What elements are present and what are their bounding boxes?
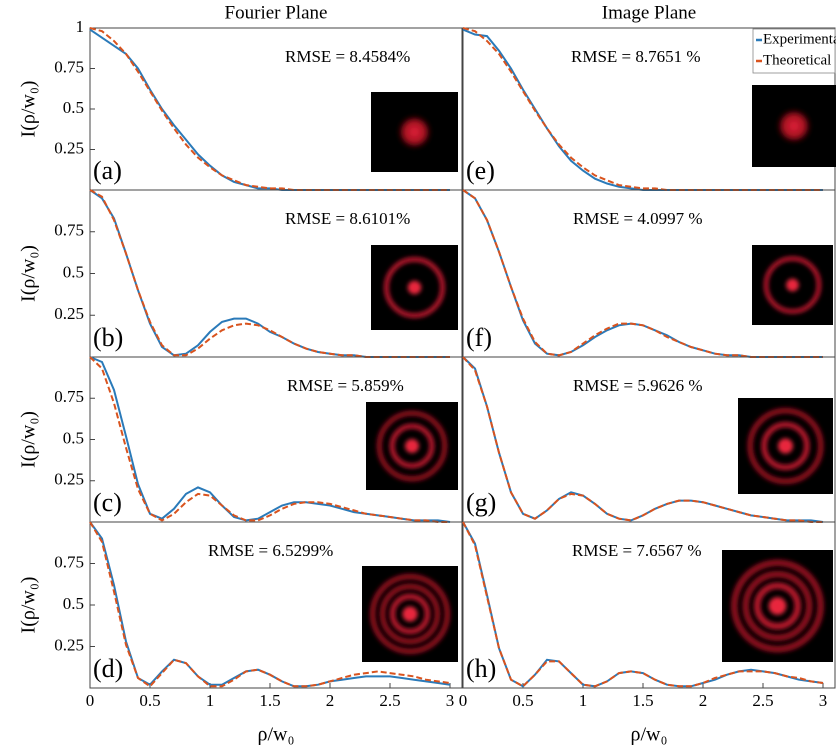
rmse-annotation: RMSE = 5.9626 % <box>573 376 703 395</box>
beam-image <box>362 566 458 662</box>
y-tick-label: 1 <box>76 17 85 36</box>
panel-label: (d) <box>93 654 123 683</box>
x-axis-label: ρ/w₀ <box>258 724 295 746</box>
beam-image <box>722 550 833 662</box>
rmse-annotation: RMSE = 8.6101% <box>285 209 410 228</box>
y-axis-label: I(ρ/w₀) <box>18 577 40 634</box>
plot-frame <box>462 521 836 689</box>
y-tick-label: 0.5 <box>63 428 84 447</box>
panel-title: Image Plane <box>602 2 696 23</box>
rmse-annotation: RMSE = 8.4584% <box>285 47 410 66</box>
x-tick-label: 1.5 <box>632 691 653 710</box>
x-tick-label: 0.5 <box>139 691 160 710</box>
x-tick-label: 3 <box>446 691 455 710</box>
x-tick-label: 0.5 <box>512 691 533 710</box>
y-tick-label: 0.75 <box>54 221 84 240</box>
y-tick-label: 0.5 <box>63 594 84 613</box>
beam-ring <box>747 407 824 485</box>
beam-image <box>371 92 458 172</box>
beam-image <box>738 398 833 494</box>
series-line <box>89 521 451 688</box>
series-line <box>89 356 450 523</box>
x-axis-label: ρ/w₀ <box>631 724 668 746</box>
beam-ring <box>369 573 451 655</box>
y-tick-label: 0.25 <box>54 138 84 157</box>
x-tick-label: 1.5 <box>259 691 280 710</box>
y-tick-label: 0.75 <box>54 57 84 76</box>
beam-image <box>752 245 833 325</box>
rmse-annotation: RMSE = 4.0997 % <box>573 209 703 228</box>
beam-core <box>777 438 794 454</box>
y-axis-label: I(ρ/w₀) <box>18 411 40 468</box>
y-tick-label: 0.25 <box>54 304 84 323</box>
legend-label: Theoretical <box>763 52 831 68</box>
panel-label: (c) <box>93 488 122 517</box>
beam-image <box>366 402 458 490</box>
beam-ring <box>389 423 435 469</box>
beam-core <box>402 606 418 622</box>
beam-image <box>371 245 458 330</box>
beam-ring <box>376 410 448 482</box>
series-line <box>462 521 824 688</box>
y-tick-label: 0.25 <box>54 470 84 489</box>
panel-label: (f) <box>466 323 492 352</box>
rmse-annotation: RMSE = 5.859% <box>287 376 404 395</box>
panel-label: (b) <box>93 323 123 352</box>
beam-ring <box>383 256 446 319</box>
panel-label: (e) <box>466 156 495 185</box>
y-tick-label: 0.5 <box>63 98 84 117</box>
y-axis-label: I(ρ/w₀) <box>18 245 40 302</box>
beam-core <box>786 278 799 292</box>
legend-box <box>752 28 836 74</box>
x-tick-label: 1 <box>206 691 215 710</box>
beam-ring <box>731 559 824 653</box>
beam-ring <box>753 582 802 630</box>
panel-label: (h) <box>466 654 496 683</box>
series-line <box>89 189 450 358</box>
y-tick-label: 0.5 <box>63 262 84 281</box>
beam-image <box>752 85 836 167</box>
x-tick-label: 0 <box>459 691 468 710</box>
x-tick-label: 2.5 <box>752 691 773 710</box>
panel-label: (a) <box>93 156 122 185</box>
beam-ring <box>763 256 822 314</box>
panel-label: (g) <box>466 488 496 517</box>
y-tick-label: 0.25 <box>54 635 84 654</box>
beam-ring <box>379 583 441 645</box>
beam-ring <box>742 570 813 642</box>
rmse-annotation: RMSE = 6.5299% <box>208 541 333 560</box>
x-tick-label: 0 <box>86 691 95 710</box>
legend-label: Experimental <box>763 31 836 47</box>
y-tick-label: 0.75 <box>54 552 84 571</box>
beam-core <box>404 438 420 454</box>
rmse-annotation: RMSE = 8.7651 % <box>571 47 701 66</box>
x-tick-label: 2 <box>699 691 708 710</box>
beam-spot <box>775 107 813 145</box>
beam-ring <box>389 593 431 635</box>
x-tick-label: 3 <box>819 691 828 710</box>
x-tick-label: 1 <box>579 691 588 710</box>
x-tick-label: 2.5 <box>379 691 400 710</box>
beam-spot <box>396 114 433 150</box>
y-axis-label: I(ρ/w₀) <box>18 81 40 138</box>
x-tick-label: 2 <box>326 691 335 710</box>
rmse-annotation: RMSE = 7.6567 % <box>572 541 702 560</box>
panel-title: Fourier Plane <box>225 2 328 23</box>
beam-core <box>768 597 787 615</box>
beam-ring <box>761 421 810 471</box>
series-line <box>462 356 823 523</box>
y-tick-label: 0.75 <box>54 387 84 406</box>
beam-core <box>407 280 422 295</box>
